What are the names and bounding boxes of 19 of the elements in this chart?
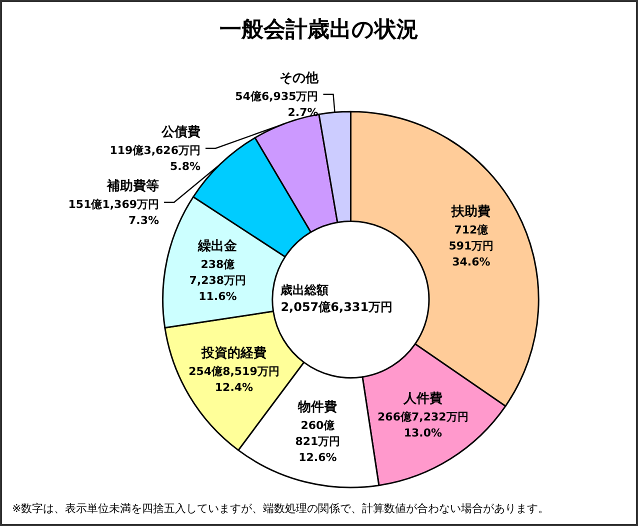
slice-label: 投資的経費 [200, 346, 266, 362]
slice-label: 扶助費 [450, 204, 491, 220]
slice-label: 公債費 [160, 124, 200, 140]
data-label: 54億6,935万円 2.7% [235, 90, 318, 119]
text: ※数字は、表示単位未満を四捨五入していますが、端数処理の関係で、計算数値が合わない場合があります。 [12, 502, 550, 515]
data-label: 266億7,232万円 13.0% [378, 410, 468, 440]
data-label: 260億 821万円 12.6% [295, 419, 340, 464]
slice-label: 繰出金 [197, 239, 238, 254]
slice-label: その他 [279, 70, 320, 86]
data-label: 254億8,519万円 12.4% [188, 365, 280, 394]
slice-label: 物件費 [297, 400, 338, 416]
text: 歳出総額 2,057億6,331万円 [280, 283, 393, 314]
data-label: 151億1,369万円 7.3% [68, 198, 160, 227]
chart-title: 一般会計歳出の状況 [220, 18, 418, 42]
data-label: 712億 591万円 34.6% [448, 224, 494, 269]
slice-label: 人件費 [402, 391, 442, 406]
data-label: 238億 7,238万円 11.6% [189, 258, 246, 304]
data-label: 119億3,626万円 5.8% [110, 144, 200, 173]
slice-label: 補助費等 [106, 178, 160, 194]
